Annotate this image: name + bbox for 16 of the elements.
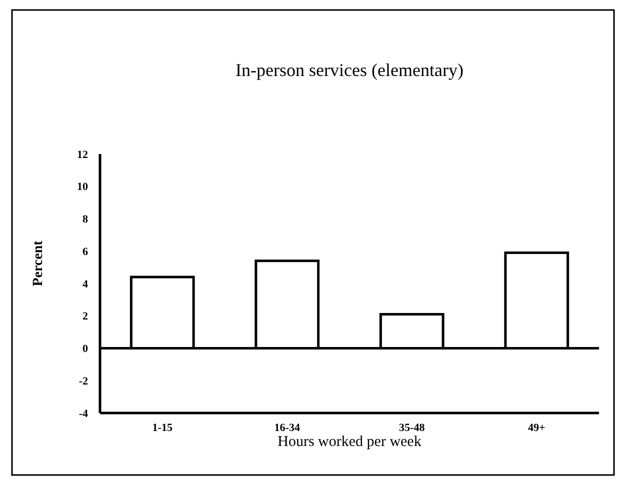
x-axis-title: Hours worked per week: [278, 434, 422, 450]
y-tick-label: 2: [82, 310, 88, 323]
y-tick-label: 0: [82, 343, 88, 356]
x-tick-label: 1-15: [152, 422, 173, 434]
x-tick-label: 16-34: [274, 422, 300, 434]
x-tick-label: 35-48: [399, 422, 426, 434]
y-tick-label: 8: [82, 214, 88, 226]
y-tick-label: 10: [77, 181, 88, 194]
y-tick-label: -2: [78, 375, 88, 388]
y-axis-title: Percent: [31, 240, 46, 286]
y-tick-label: -4: [78, 408, 88, 420]
x-tick-label: 49+: [528, 422, 546, 434]
y-tick-label: 12: [77, 148, 88, 161]
y-tick-label: 6: [82, 246, 88, 258]
y-tick-label: 4: [82, 278, 88, 290]
chart-title: In-person services (elementary): [236, 60, 464, 80]
